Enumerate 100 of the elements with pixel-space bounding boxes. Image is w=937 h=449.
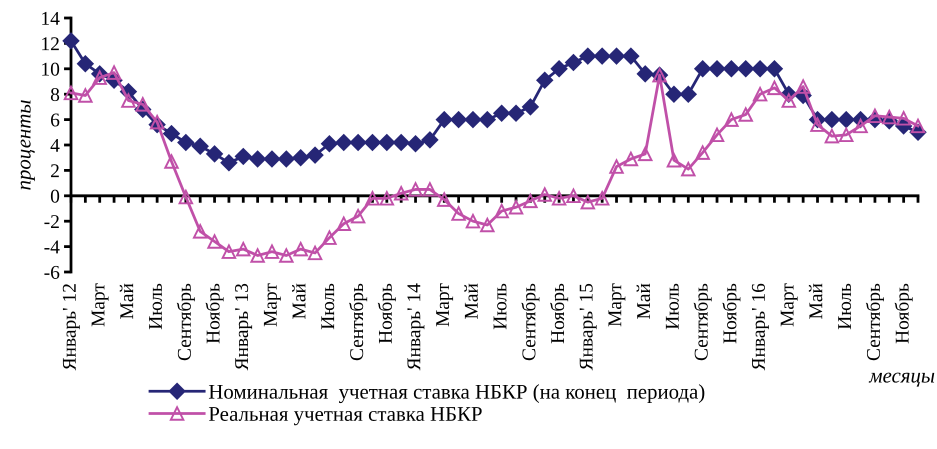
x-tick-label: Июль: [838, 284, 852, 330]
y-tick-label: 6: [51, 113, 60, 127]
point: [566, 188, 581, 204]
point: [322, 230, 337, 245]
point: [737, 60, 754, 78]
point: [106, 65, 122, 80]
point: [766, 60, 783, 78]
point: [565, 54, 582, 71]
point: [608, 48, 625, 64]
x-tick-label: Март: [92, 283, 109, 326]
point: [579, 48, 596, 64]
y-tick-label: 14: [42, 12, 60, 25]
point: [264, 150, 280, 168]
x-tick-label: Сентябрь: [694, 284, 712, 360]
point: [494, 204, 509, 218]
point: [738, 107, 753, 122]
point: [868, 108, 882, 124]
x-tick-label: Январь' 13: [235, 284, 252, 370]
x-tick-label: Март: [436, 283, 454, 326]
point: [838, 111, 855, 128]
y-tick-label: 10: [42, 62, 60, 76]
point: [767, 80, 782, 96]
point: [150, 114, 164, 130]
x-axis-title: месяцы: [868, 372, 934, 387]
point: [236, 242, 250, 256]
point: [464, 111, 482, 128]
x-tick-label: Сентябрь: [176, 284, 195, 360]
point: [77, 55, 94, 72]
point: [694, 60, 711, 78]
point: [853, 118, 868, 134]
point: [594, 48, 611, 64]
point: [279, 248, 294, 263]
point: [436, 111, 453, 128]
point: [136, 97, 150, 112]
point: [451, 206, 466, 221]
x-tick-label: Март: [608, 283, 626, 326]
x-tick-label: Май: [808, 284, 822, 319]
point: [437, 192, 452, 207]
x-tick-label: Январь' 12: [62, 284, 80, 370]
point: [249, 150, 266, 168]
point: [206, 146, 223, 162]
point: [422, 132, 438, 148]
point: [336, 216, 351, 231]
x-tick-label: Сентябрь: [349, 284, 368, 360]
x-tick-label: Ноябрь: [722, 284, 740, 344]
x-tick-label: Ноябрь: [378, 284, 396, 344]
x-tick-label: Ноябрь: [206, 284, 224, 344]
point: [896, 111, 911, 126]
x-tick-label: Май: [292, 284, 306, 319]
point: [350, 134, 366, 151]
y-tick-label: 8: [50, 88, 60, 102]
x-tick-label: Сентябрь: [521, 284, 540, 360]
point: [624, 152, 638, 166]
x-tick-label: Май: [636, 284, 650, 319]
x-tick-label: Ноябрь: [550, 284, 568, 344]
point: [292, 149, 310, 166]
point: [380, 191, 394, 206]
x-tick-label: Май: [120, 284, 134, 319]
point: [364, 134, 381, 151]
point: [378, 134, 396, 151]
legend-label: Реальная учетная ставка НБКР: [208, 407, 482, 426]
x-tick-label: Март: [264, 283, 281, 326]
point: [493, 104, 510, 122]
point: [478, 111, 496, 128]
point: [164, 154, 179, 169]
point: [234, 148, 252, 165]
y-tick-label: 0: [50, 190, 60, 203]
point: [522, 98, 539, 116]
point: [538, 187, 552, 202]
point: [594, 191, 610, 206]
point: [622, 48, 640, 64]
point: [723, 60, 740, 78]
point: [392, 134, 410, 151]
point: [264, 244, 280, 259]
x-tick-label: Январь' 15: [580, 284, 597, 370]
y-tick-label: -4: [44, 240, 60, 254]
point: [681, 162, 696, 176]
point: [278, 150, 295, 168]
point: [466, 214, 480, 228]
point: [882, 110, 897, 124]
point: [680, 86, 697, 103]
point: [695, 145, 710, 160]
point: [552, 191, 566, 206]
point: [666, 86, 682, 103]
point: [910, 118, 926, 134]
point: [178, 134, 194, 151]
point: [308, 246, 322, 260]
point: [666, 153, 682, 168]
y-tick-label: 2: [51, 164, 59, 178]
y-tick-label: -2: [44, 215, 59, 228]
y-tick-label: 4: [50, 138, 60, 152]
x-tick-label: Май: [464, 284, 478, 319]
x-tick-label: Ноябрь: [894, 284, 913, 344]
point: [810, 117, 825, 132]
x-tick-label: Январь' 16: [752, 284, 769, 370]
point: [78, 88, 93, 103]
point: [724, 112, 739, 127]
y-tick-label: 12: [42, 37, 59, 50]
point: [62, 32, 80, 50]
point: [752, 86, 768, 102]
